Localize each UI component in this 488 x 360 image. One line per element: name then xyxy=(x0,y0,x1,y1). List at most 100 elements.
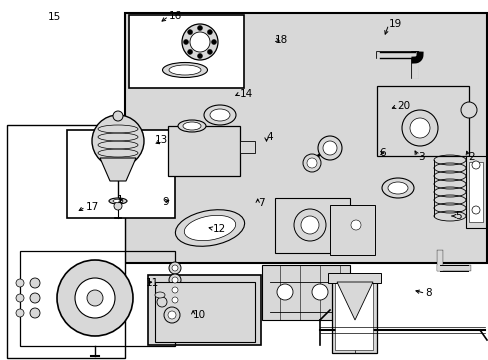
Text: 12: 12 xyxy=(212,224,225,234)
Circle shape xyxy=(169,274,181,286)
Circle shape xyxy=(207,30,212,35)
Circle shape xyxy=(75,278,115,318)
Bar xyxy=(125,13,486,263)
Circle shape xyxy=(172,297,178,303)
Ellipse shape xyxy=(184,215,235,240)
Ellipse shape xyxy=(203,105,236,125)
Text: 17: 17 xyxy=(85,202,99,212)
Ellipse shape xyxy=(183,122,201,130)
Circle shape xyxy=(471,161,479,169)
Text: 2: 2 xyxy=(468,152,474,162)
Circle shape xyxy=(207,49,212,54)
Circle shape xyxy=(113,111,123,121)
Ellipse shape xyxy=(162,63,207,77)
Circle shape xyxy=(163,307,180,323)
Circle shape xyxy=(276,284,292,300)
Text: 9: 9 xyxy=(163,197,169,207)
Circle shape xyxy=(211,40,216,45)
Circle shape xyxy=(114,202,122,210)
Circle shape xyxy=(169,294,181,306)
Circle shape xyxy=(157,297,167,307)
Circle shape xyxy=(16,294,24,302)
Text: 15: 15 xyxy=(48,12,61,22)
Text: 10: 10 xyxy=(193,310,206,320)
Text: 1: 1 xyxy=(116,195,123,205)
Circle shape xyxy=(169,284,181,296)
Circle shape xyxy=(471,206,479,214)
Circle shape xyxy=(183,40,188,45)
Bar xyxy=(240,141,254,153)
Circle shape xyxy=(16,309,24,317)
Text: 6: 6 xyxy=(378,148,385,158)
Circle shape xyxy=(172,265,178,271)
Circle shape xyxy=(401,110,437,146)
Text: 16: 16 xyxy=(168,11,182,21)
Text: 4: 4 xyxy=(266,132,273,142)
Circle shape xyxy=(293,209,325,241)
Circle shape xyxy=(30,278,40,288)
Ellipse shape xyxy=(178,120,205,132)
Text: 19: 19 xyxy=(388,19,401,30)
Ellipse shape xyxy=(109,198,127,204)
Polygon shape xyxy=(336,282,372,320)
Text: 14: 14 xyxy=(239,89,252,99)
Bar xyxy=(327,273,380,283)
Circle shape xyxy=(190,32,209,52)
Circle shape xyxy=(197,26,202,31)
Bar xyxy=(67,130,175,218)
Circle shape xyxy=(57,260,133,336)
Bar xyxy=(334,282,372,350)
Bar xyxy=(155,282,254,342)
Text: 18: 18 xyxy=(275,35,288,45)
Circle shape xyxy=(317,136,341,160)
Circle shape xyxy=(301,216,318,234)
Circle shape xyxy=(168,311,176,319)
Circle shape xyxy=(92,115,143,167)
Bar xyxy=(331,278,376,353)
Circle shape xyxy=(460,102,476,118)
Text: 8: 8 xyxy=(425,288,431,298)
Circle shape xyxy=(197,54,202,59)
Circle shape xyxy=(323,141,336,155)
Circle shape xyxy=(303,154,320,172)
Text: 11: 11 xyxy=(145,278,159,288)
Text: 3: 3 xyxy=(417,152,424,162)
Circle shape xyxy=(182,24,218,60)
Bar xyxy=(168,126,240,176)
Ellipse shape xyxy=(155,292,164,298)
Circle shape xyxy=(306,158,316,168)
Bar xyxy=(274,198,349,253)
Circle shape xyxy=(16,279,24,287)
Circle shape xyxy=(169,262,181,274)
Bar xyxy=(329,205,374,255)
Bar xyxy=(129,15,244,88)
Circle shape xyxy=(87,290,103,306)
Text: 5: 5 xyxy=(454,211,461,221)
Ellipse shape xyxy=(381,178,413,198)
Ellipse shape xyxy=(387,182,407,194)
Bar xyxy=(468,162,482,222)
Polygon shape xyxy=(100,158,136,181)
Circle shape xyxy=(187,30,192,35)
Bar xyxy=(158,290,170,306)
Circle shape xyxy=(30,308,40,318)
Bar xyxy=(7,125,125,358)
Circle shape xyxy=(409,118,429,138)
Bar xyxy=(349,217,367,233)
Ellipse shape xyxy=(209,109,229,121)
Bar xyxy=(465,156,485,228)
Bar xyxy=(376,86,468,156)
Text: 13: 13 xyxy=(154,135,167,145)
Circle shape xyxy=(172,287,178,293)
Bar xyxy=(20,251,175,346)
Circle shape xyxy=(30,293,40,303)
Text: 20: 20 xyxy=(396,101,409,111)
Bar xyxy=(262,265,349,320)
Circle shape xyxy=(172,277,178,283)
Text: 7: 7 xyxy=(257,198,264,208)
Circle shape xyxy=(350,220,360,230)
Ellipse shape xyxy=(175,210,244,246)
Ellipse shape xyxy=(169,65,201,75)
Circle shape xyxy=(187,49,192,54)
Bar xyxy=(148,275,261,345)
